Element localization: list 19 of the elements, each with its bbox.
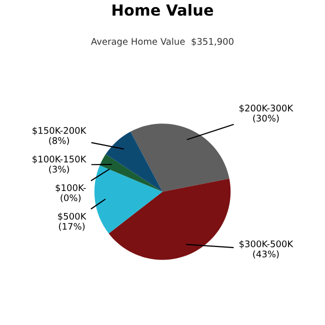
pie-slice [94, 165, 162, 234]
data-label: (30%) [253, 114, 279, 123]
category-label: $100K- [56, 184, 86, 192]
slice-label: $200K-300K [240, 104, 294, 113]
chart-title: Home Value [112, 4, 214, 16]
slice-label: $500K [58, 212, 86, 221]
text: (0%) [60, 194, 81, 202]
slice-label: $300K-500K [240, 240, 294, 248]
slice-label: $100K-150K [32, 155, 86, 164]
data-label: (8%) [49, 137, 69, 146]
pie-slice [106, 132, 162, 192]
chart-subtitle: Average Home Value $351,900 [91, 38, 234, 47]
data-label: (43%) [253, 250, 279, 258]
slice-label: $150K-200K [32, 126, 86, 136]
pie-slice [100, 154, 162, 192]
data-label: (3%) [49, 166, 69, 174]
pie-slice [130, 124, 230, 192]
pie-slice [108, 178, 231, 260]
data-label: (17%) [59, 222, 85, 231]
